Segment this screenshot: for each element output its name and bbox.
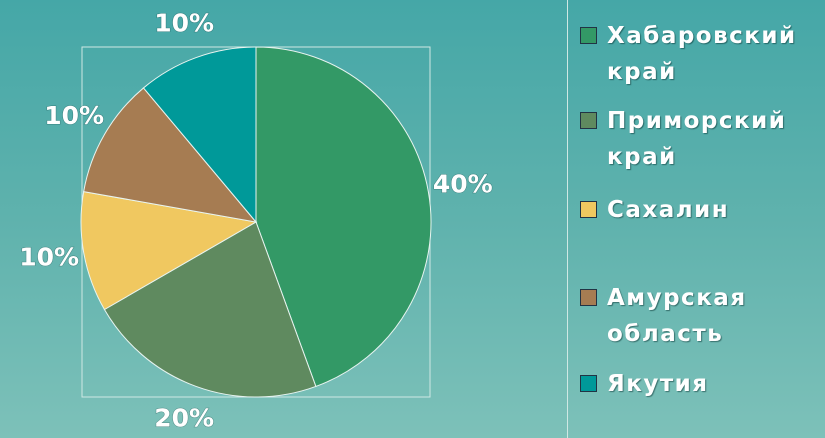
legend-label: Сахалин	[607, 197, 730, 223]
legend-entry: Амурская область	[580, 280, 825, 352]
legend-label: Якутия	[607, 371, 709, 397]
pie-slice	[142, 46, 257, 224]
legend-entry: Якутия	[580, 366, 825, 402]
legend-entry: Сахалин	[580, 192, 825, 228]
legend-swatch	[580, 27, 597, 44]
legend-entry: Приморский край	[580, 103, 825, 175]
legend-label: Приморский край	[607, 108, 787, 170]
legend-swatch	[580, 112, 597, 129]
legend-entry: Хабаровский край	[580, 18, 825, 90]
data-label: 10%	[44, 101, 104, 130]
data-label: 20%	[154, 403, 214, 432]
pie-slice	[80, 191, 258, 311]
legend-swatch	[580, 289, 597, 306]
data-label: 10%	[154, 9, 214, 38]
legend-label: Хабаровский край	[607, 23, 797, 85]
pie-slice	[255, 46, 432, 388]
data-label: 10%	[19, 242, 79, 271]
pie-slice	[103, 221, 317, 398]
legend-label: Амурская область	[607, 285, 747, 347]
pie-slice	[83, 87, 258, 223]
data-label: 40%	[433, 170, 493, 199]
legend: Хабаровский край Приморский край Сахалин Ам…	[567, 0, 825, 438]
legend-swatch	[580, 201, 597, 218]
legend-swatch	[580, 375, 597, 392]
